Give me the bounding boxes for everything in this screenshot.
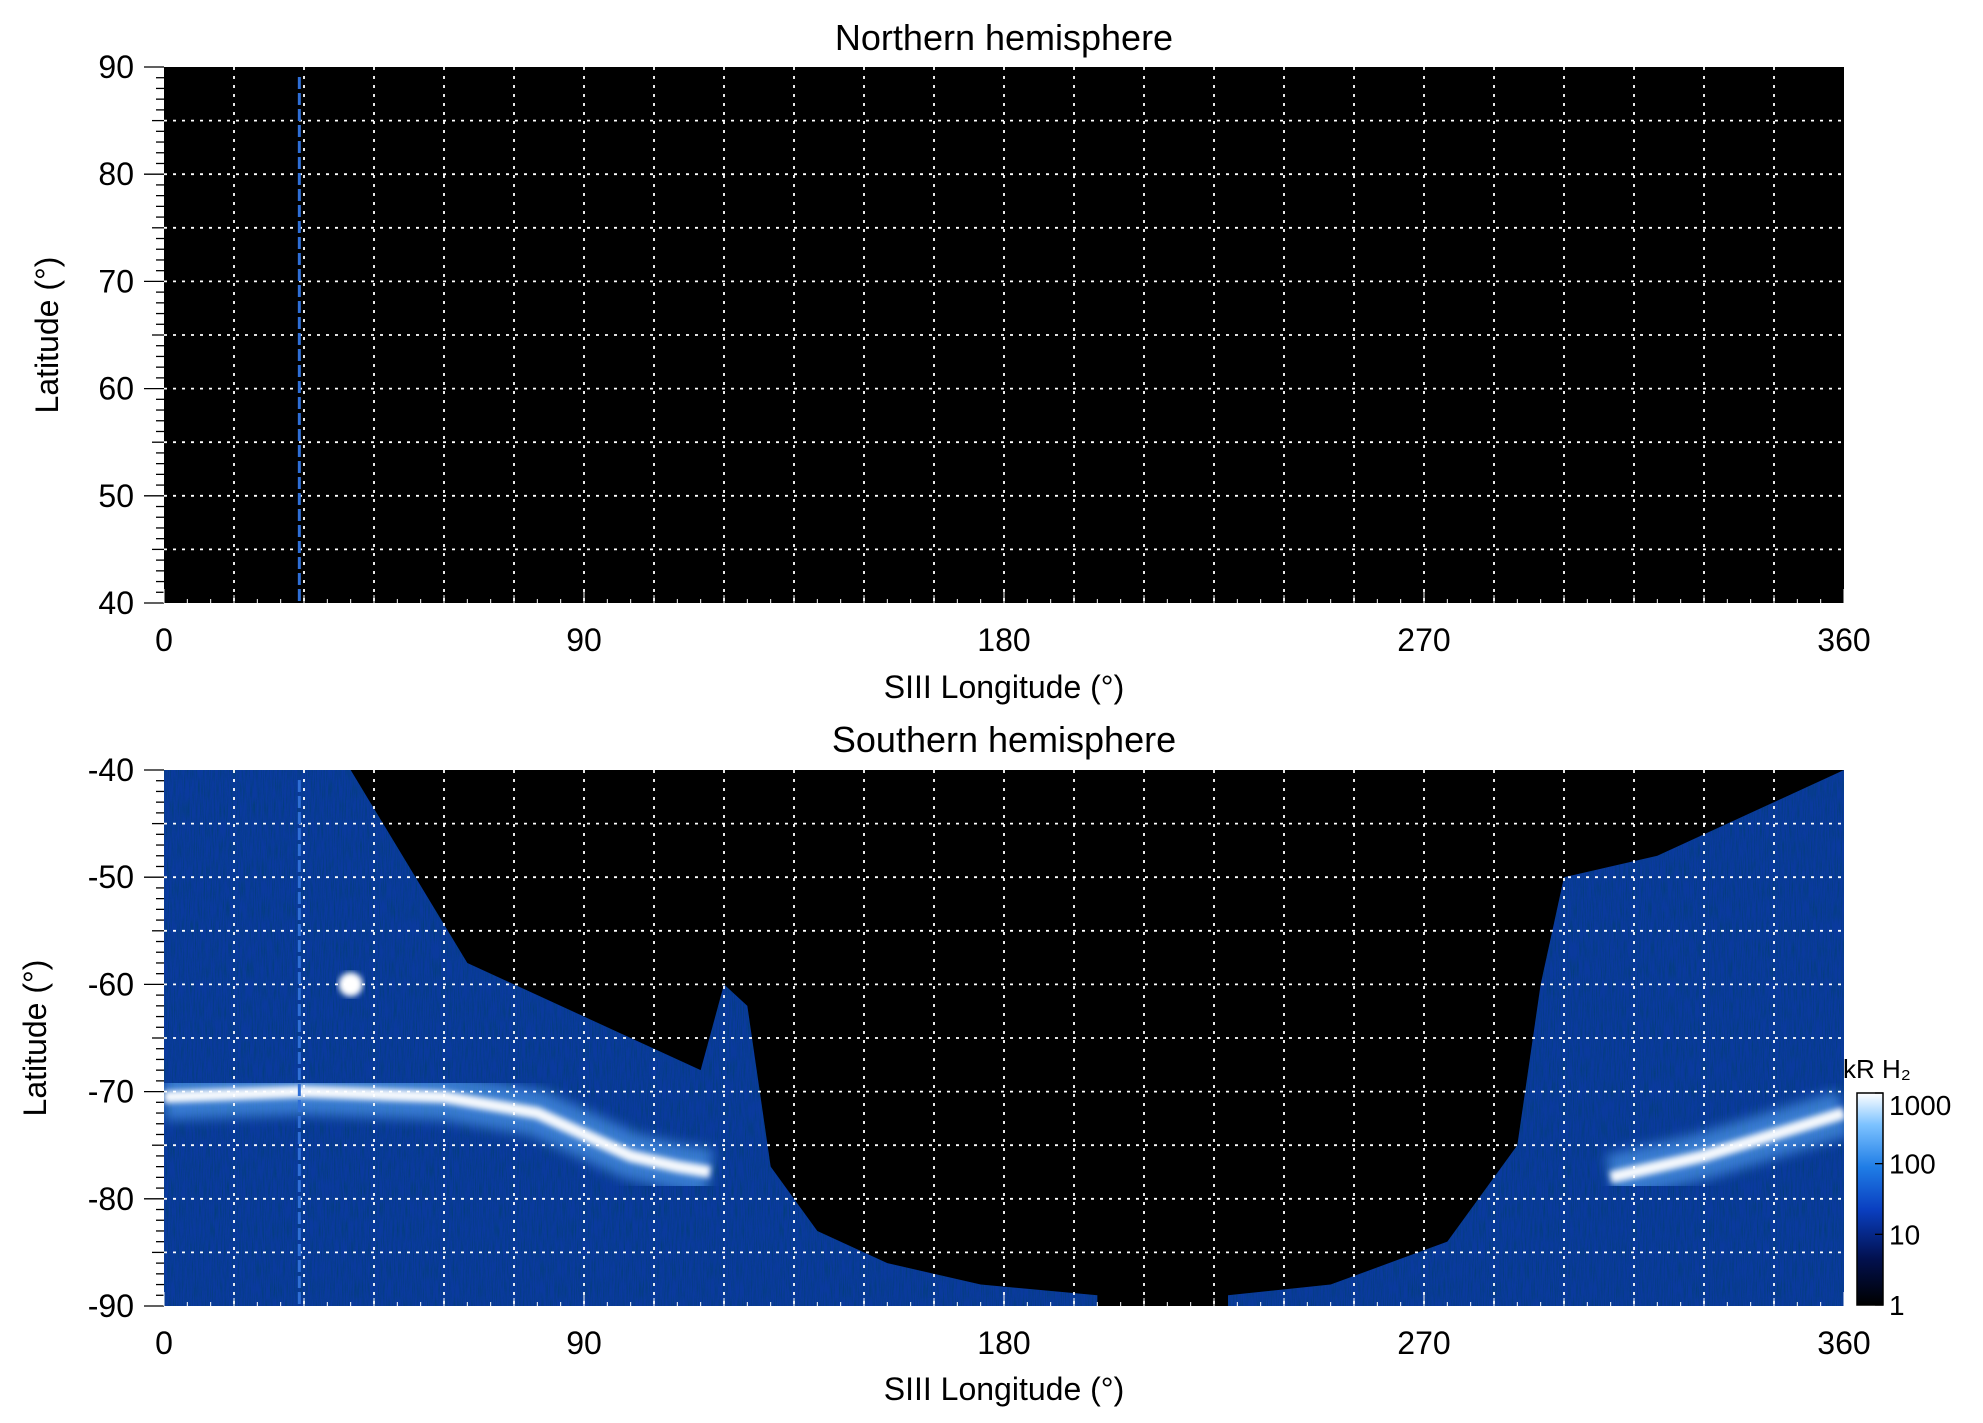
northern-title: Northern hemisphere — [835, 17, 1173, 58]
y-tick-label: -70 — [88, 1074, 134, 1110]
northern-axis-ticks — [144, 66, 1845, 604]
southern-y-axis-label: Latitude (°) — [17, 960, 53, 1117]
x-tick-label: 180 — [977, 1325, 1030, 1361]
colorbar-gradient — [1856, 1092, 1884, 1306]
x-tick-label: 0 — [155, 1325, 173, 1361]
bright-spot — [338, 972, 363, 997]
x-tick-label: 0 — [155, 622, 173, 658]
y-tick-label: -90 — [88, 1288, 134, 1324]
y-tick-label: 60 — [98, 371, 134, 407]
southern-title: Southern hemisphere — [832, 719, 1176, 760]
colorbar-label: kR H₂ — [1843, 1054, 1911, 1084]
y-tick-label: 50 — [98, 478, 134, 514]
northern-y-tick-labels: 40 50 60 70 80 90 — [98, 49, 134, 621]
y-tick-label: -50 — [88, 859, 134, 895]
y-tick-label: -40 — [88, 752, 134, 788]
y-tick-label: 80 — [98, 156, 134, 192]
colorbar-tick-label: 1000 — [1889, 1090, 1951, 1121]
x-tick-label: 270 — [1397, 1325, 1450, 1361]
northern-y-axis-label: Latitude (°) — [29, 257, 65, 414]
northern-grid — [164, 67, 1844, 603]
x-tick-label: 90 — [566, 1325, 602, 1361]
southern-y-tick-labels: -40 -50 -60 -70 -80 -90 — [88, 752, 134, 1324]
x-tick-label: 360 — [1817, 622, 1870, 658]
y-tick-label: -80 — [88, 1181, 134, 1217]
x-tick-label: 90 — [566, 622, 602, 658]
southern-x-axis-label: SIII Longitude (°) — [884, 1371, 1124, 1407]
colorbar-tick-label: 1 — [1889, 1290, 1905, 1321]
x-tick-label: 270 — [1397, 622, 1450, 658]
y-tick-label: 70 — [98, 263, 134, 299]
y-tick-label: -60 — [88, 966, 134, 1002]
southern-panel: Southern hemisphere 0 90 180 270 360 -40-50-… — [17, 719, 1871, 1407]
emission-texture-left — [164, 770, 1098, 1306]
y-tick-label: 90 — [98, 49, 134, 85]
northern-panel: Northern hemisphere 0 90 180 270 360 40 50 60 7… — [29, 17, 1871, 705]
southern-grid — [164, 770, 1844, 1306]
x-tick-label: 180 — [977, 622, 1030, 658]
northern-x-tick-labels: 0 90 180 270 360 — [155, 622, 1871, 658]
auroral-oval-core — [164, 1085, 1844, 1184]
southern-x-tick-labels: 0 90 180 270 360 — [155, 1325, 1871, 1361]
y-tick-label: 40 — [98, 585, 134, 621]
x-tick-label: 360 — [1817, 1325, 1870, 1361]
colorbar-tick-label: 100 — [1889, 1149, 1936, 1180]
northern-x-axis-label: SIII Longitude (°) — [884, 669, 1124, 705]
colorbar-tick-label: 10 — [1889, 1219, 1920, 1250]
colorbar: kR H₂ 1 10 100 1000 — [1843, 1054, 1951, 1321]
colorbar-ticks: 1 10 100 1000 — [1875, 1090, 1951, 1321]
southern-emission — [164, 770, 1844, 1306]
southern-axis-ticks — [144, 769, 1845, 1307]
